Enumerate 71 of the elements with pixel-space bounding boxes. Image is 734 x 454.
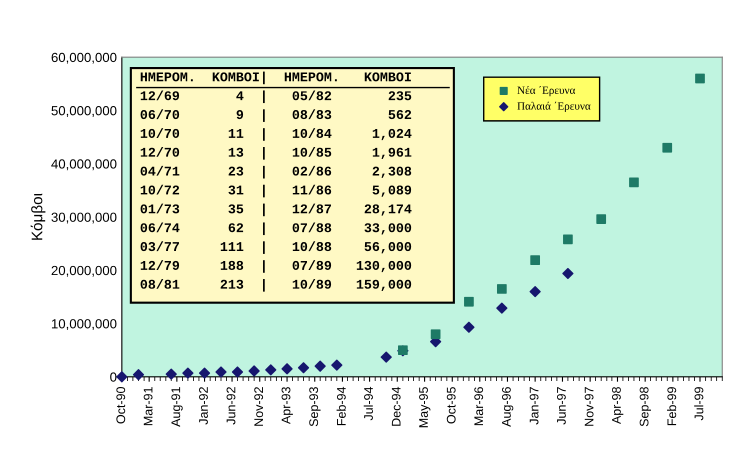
x-tick-label: Feb-94	[336, 386, 346, 426]
x-tick-label: Jun-97	[556, 387, 566, 425]
annotation: 08/81 213 | 10/89 159,000	[140, 279, 412, 292]
point	[596, 214, 606, 224]
x-tick-label: Mar-96	[474, 387, 484, 426]
point	[695, 74, 705, 84]
point	[380, 352, 392, 363]
point	[563, 234, 573, 244]
point	[232, 366, 244, 378]
point	[116, 371, 128, 382]
y-tick-label: 30,000,000	[51, 212, 116, 224]
y-tick-label: 10,000,000	[52, 319, 116, 330]
annotation: 12/69 4 | 05/82 235	[140, 90, 412, 104]
x-tick-label: Apr-93	[282, 387, 293, 424]
point	[530, 286, 541, 298]
y-tick-label: 0	[110, 372, 116, 382]
annotation: 12/70 13 | 10/85 1,961	[140, 147, 412, 160]
point	[496, 302, 508, 314]
annotation: 10/70 11 | 10/84 1,024	[140, 128, 412, 141]
point	[629, 178, 639, 188]
x-tick-label: Mar-91	[144, 387, 153, 426]
x-tick-label: Aug-96	[502, 387, 514, 427]
annotation: 06/74 62 | 07/88 33,000	[140, 222, 412, 236]
point	[298, 362, 310, 374]
point	[281, 363, 293, 374]
point	[331, 359, 342, 371]
x-tick-label: Jun-92	[226, 387, 236, 425]
x-tick-label: Jul-94	[364, 386, 373, 420]
x-tick-label: Dec-94	[392, 386, 401, 426]
point	[662, 142, 672, 153]
y-tick-label: 50,000,000	[51, 106, 116, 117]
x-tick-label: Jul-99	[694, 387, 704, 420]
point	[265, 364, 276, 376]
point	[132, 369, 144, 380]
annotation: 03/77 111 | 10/88 56,000	[140, 241, 412, 254]
y-axis-title: Κόμβοι	[30, 193, 46, 240]
x-tick-label: Oct-90	[116, 387, 126, 424]
annotation: ΗΜΕΡΟΜ. ΚΟΜΒΟΙ| ΗΜΕΡΟΜ. ΚΟΜΒΟΙ	[140, 72, 411, 84]
point	[166, 368, 177, 380]
x-tick-label: Apr-98	[612, 387, 624, 424]
point	[496, 284, 507, 294]
x-tick-label: Jan-92	[199, 387, 208, 425]
legend-label: Παλαιά ΄Ερευνα	[517, 102, 590, 112]
point	[530, 255, 540, 266]
y-tick-label: 40,000,000	[51, 159, 116, 170]
x-tick-label: Sep-93	[309, 387, 321, 426]
annotation: 10/72 31 | 11/86 5,089	[140, 184, 412, 198]
x-tick-label: Nov-92	[254, 387, 264, 426]
x-tick-label: Feb-99	[667, 387, 676, 426]
annotation: 04/71 23 | 02/86 2,308	[140, 166, 412, 178]
legend-label: Νέα ΄Ερευνα	[517, 86, 576, 96]
point	[430, 329, 440, 340]
x-tick-label: Aug-91	[171, 387, 183, 427]
x-tick-label: Sep-98	[640, 387, 651, 426]
annotation: 01/73 35 | 12/87 28,174	[140, 204, 412, 216]
point	[182, 367, 194, 379]
y-tick-label: 60,000,000	[52, 52, 116, 64]
x-tick-label: Oct-95	[446, 387, 456, 424]
point	[248, 365, 260, 377]
annotation: 12/79 188 | 07/89 130,000	[140, 260, 412, 273]
point	[215, 366, 227, 378]
point	[562, 268, 574, 280]
annotation: 06/70 9 | 08/83 562	[140, 109, 412, 122]
point	[464, 296, 474, 307]
point	[314, 360, 326, 372]
point	[198, 367, 210, 379]
x-tick-label: May-95	[419, 387, 430, 428]
point	[463, 322, 475, 333]
x-tick-label: Nov-97	[584, 387, 594, 426]
x-tick-label: Jan-97	[530, 387, 539, 425]
y-tick-label: 20,000,000	[52, 266, 116, 277]
